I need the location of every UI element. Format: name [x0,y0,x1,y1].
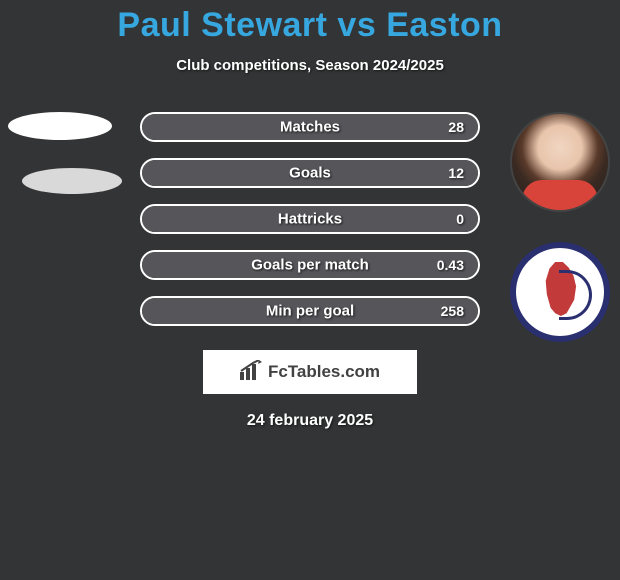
page-subtitle: Club competitions, Season 2024/2025 [0,57,620,74]
stat-value-right: 0.43 [437,257,464,273]
stats-area: Matches 28 Goals 12 Hattricks 0 Goals pe… [0,112,620,326]
generation-date: 24 february 2025 [0,412,620,430]
player1-avatar-placeholder [8,112,112,140]
stat-label: Min per goal [266,303,354,320]
stat-bar-goals: Goals 12 [140,158,480,188]
stat-bar-min-per-goal: Min per goal 258 [140,296,480,326]
site-logo-text: FcTables.com [268,362,380,382]
player2-club-badge [510,242,610,342]
stat-value-right: 0 [456,211,464,227]
stat-bars: Matches 28 Goals 12 Hattricks 0 Goals pe… [140,112,480,326]
stat-label: Goals per match [251,257,369,274]
stat-label: Matches [280,119,340,136]
stat-value-right: 12 [448,165,464,181]
player2-avatar [510,112,610,212]
chart-icon [240,360,262,385]
right-player-markers [510,112,610,342]
left-player-markers [8,112,122,194]
stat-bar-hattricks: Hattricks 0 [140,204,480,234]
site-logo[interactable]: FcTables.com [203,350,417,394]
stat-bar-goals-per-match: Goals per match 0.43 [140,250,480,280]
player1-club-placeholder [22,168,122,194]
stat-value-right: 28 [448,119,464,135]
page-title: Paul Stewart vs Easton [0,6,620,45]
stat-label: Hattricks [278,211,342,228]
stat-label: Goals [289,165,331,182]
stat-value-right: 258 [441,303,464,319]
comparison-card: Paul Stewart vs Easton Club competitions… [0,0,620,430]
stat-bar-matches: Matches 28 [140,112,480,142]
